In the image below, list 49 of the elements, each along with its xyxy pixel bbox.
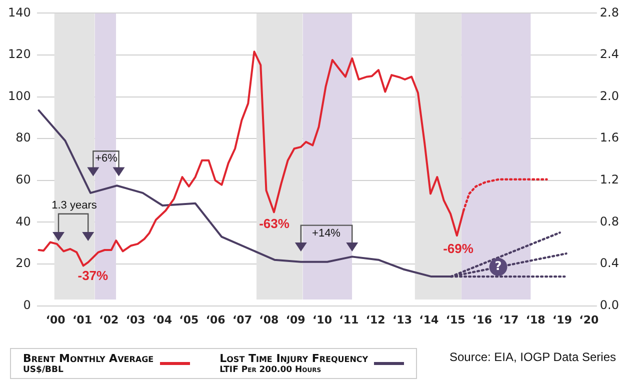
- annotation: 1.3 years: [52, 200, 98, 212]
- y-tick-label: 20: [16, 256, 31, 270]
- y2-tick-label: 0.0: [600, 298, 620, 312]
- x-tick-label: ‘19: [552, 313, 572, 326]
- text: LTIF Per 200.00 Hours: [220, 365, 322, 375]
- y2-tick-label: 0.4: [600, 256, 620, 270]
- y2-tick-label: 2.0: [600, 88, 620, 103]
- x-tick-label: ‘11: [339, 313, 359, 326]
- x-tick-label: ‘01: [72, 313, 92, 326]
- x-tick-label: ‘09: [286, 313, 306, 326]
- legend-label: Lost Time Injury Frequency: [220, 352, 368, 365]
- annotation: +14%: [312, 228, 341, 240]
- x-tick-label: ‘17: [499, 313, 519, 326]
- y2-tick-label: 2.4: [600, 47, 620, 62]
- y-tick-label: 60: [16, 172, 31, 187]
- annotation: +6%: [95, 152, 118, 164]
- y2-tick-label: 1.2: [600, 172, 620, 187]
- y-tick-label: 120: [8, 47, 31, 62]
- x-tick-label: ‘12: [366, 313, 386, 326]
- y2-tick-label: 1.6: [600, 130, 620, 145]
- y-tick-label: 40: [16, 214, 31, 228]
- y2-tick-label: 0.8: [600, 214, 620, 228]
- x-tick-label: ‘13: [392, 313, 412, 326]
- x-tick-label: ‘14: [419, 313, 439, 326]
- x-tick-label: ‘05: [179, 313, 199, 326]
- x-tick-label: ‘15: [446, 313, 466, 326]
- x-tick-label: ‘20: [579, 313, 599, 326]
- legend-label: Brent Monthly Average: [23, 352, 154, 365]
- annotation: -69%: [443, 240, 474, 256]
- y2-tick-label: 2.8: [600, 5, 620, 20]
- annotation: -37%: [78, 268, 109, 284]
- x-tick-label: ‘03: [126, 313, 146, 326]
- x-tick-label: ‘06: [206, 313, 226, 326]
- x-tick-label: ‘04: [152, 313, 172, 326]
- text: US$/BBL: [23, 365, 64, 375]
- y-tick-label: 0: [23, 298, 31, 312]
- y-tick-label: 140: [8, 5, 31, 20]
- annotation: -63%: [259, 216, 290, 231]
- x-tick-label: ‘07: [232, 313, 252, 326]
- x-tick-label: ‘00: [46, 313, 66, 326]
- y-tick-label: 80: [16, 130, 31, 145]
- x-tick-label: ‘08: [259, 313, 279, 326]
- x-tick-label: ‘02: [99, 313, 119, 326]
- source-note: Source: EIA, IOGP Data Series: [449, 350, 616, 364]
- x-tick-label: ‘10: [312, 313, 332, 326]
- annotation: ?: [494, 259, 502, 274]
- x-tick-label: ‘16: [472, 313, 492, 326]
- y-tick-label: 100: [8, 88, 31, 103]
- x-tick-label: ‘18: [526, 313, 546, 326]
